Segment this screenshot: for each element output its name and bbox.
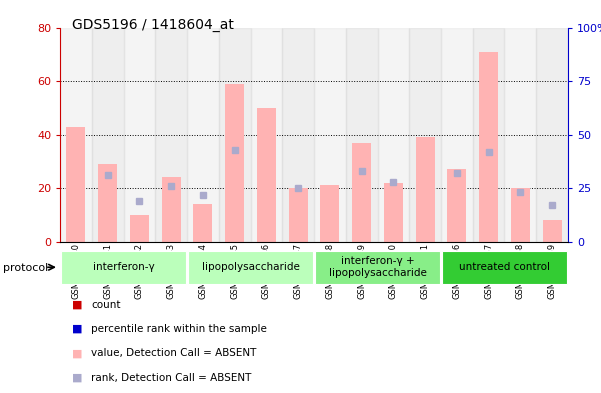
Bar [219, 28, 251, 242]
Bar [441, 28, 473, 242]
Text: count: count [91, 299, 121, 310]
Bar [447, 169, 466, 242]
Text: percentile rank within the sample: percentile rank within the sample [91, 324, 267, 334]
Text: GDS5196 / 1418604_at: GDS5196 / 1418604_at [72, 18, 234, 32]
Text: ■: ■ [72, 348, 82, 358]
Text: interferon-γ +
lipopolysaccharide: interferon-γ + lipopolysaccharide [329, 257, 427, 278]
Bar [320, 185, 340, 242]
Bar [479, 51, 498, 242]
Bar [536, 28, 568, 242]
Bar [98, 164, 117, 242]
Bar [352, 143, 371, 242]
Bar [511, 188, 530, 242]
Bar [409, 28, 441, 242]
Bar [194, 204, 213, 242]
Bar [251, 28, 282, 242]
Bar [384, 183, 403, 242]
Bar [67, 127, 85, 242]
Bar [225, 84, 244, 242]
Bar [314, 28, 346, 242]
Bar [315, 251, 441, 284]
Bar [377, 28, 409, 242]
Bar [257, 108, 276, 242]
Text: ■: ■ [72, 299, 82, 310]
Bar [60, 28, 92, 242]
Bar [124, 28, 155, 242]
Bar [415, 137, 435, 242]
Text: ■: ■ [72, 373, 82, 383]
Text: untreated control: untreated control [459, 262, 550, 272]
Bar [288, 188, 308, 242]
Text: interferon-γ: interferon-γ [93, 262, 154, 272]
Text: protocol: protocol [3, 263, 48, 273]
Text: rank, Detection Call = ABSENT: rank, Detection Call = ABSENT [91, 373, 252, 383]
Bar [187, 28, 219, 242]
Bar [504, 28, 536, 242]
Bar [346, 28, 377, 242]
Text: value, Detection Call = ABSENT: value, Detection Call = ABSENT [91, 348, 257, 358]
Text: lipopolysaccharide: lipopolysaccharide [201, 262, 299, 272]
Bar [442, 251, 567, 284]
Bar [188, 251, 313, 284]
Bar [92, 28, 124, 242]
Bar [155, 28, 187, 242]
Bar [61, 251, 186, 284]
Bar [543, 220, 561, 242]
Bar [282, 28, 314, 242]
Bar [473, 28, 504, 242]
Text: ■: ■ [72, 324, 82, 334]
Bar [130, 215, 149, 242]
Bar [162, 177, 181, 242]
